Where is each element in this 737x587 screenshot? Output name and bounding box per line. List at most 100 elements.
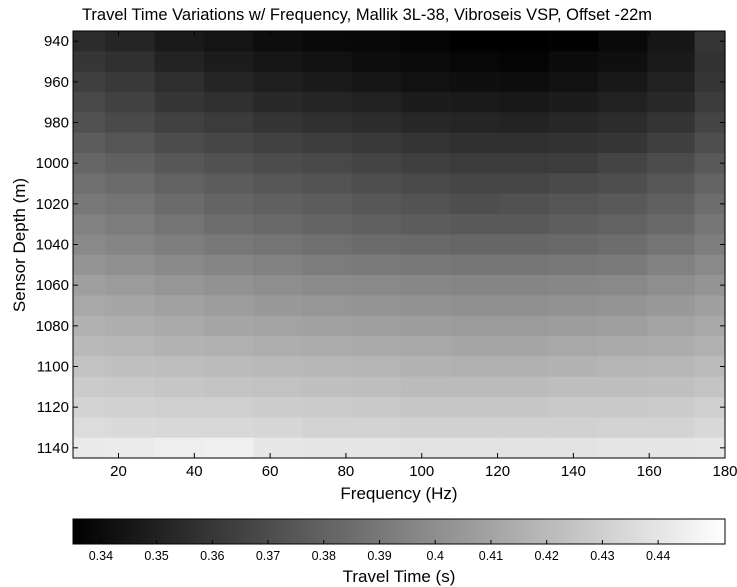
heatmap-cell: [694, 315, 726, 337]
heatmap-cell: [105, 295, 156, 317]
heatmap-cell: [598, 315, 648, 337]
heatmap-cell: [302, 31, 353, 52]
heatmap-cell: [105, 92, 156, 113]
heatmap-cell: [450, 112, 501, 134]
heatmap-cell: [73, 437, 106, 459]
x-tick-label: 80: [338, 463, 355, 480]
heatmap-cell: [73, 132, 106, 154]
heatmap-cell: [154, 254, 205, 276]
heatmap-cell: [302, 193, 353, 215]
heatmap-cell: [598, 397, 648, 418]
heatmap-cell: [400, 397, 451, 418]
heatmap-cell: [302, 173, 353, 195]
y-tick-label: 1120: [37, 399, 69, 416]
heatmap-cell: [694, 153, 726, 174]
heatmap-cell: [499, 336, 550, 357]
heatmap-cell: [253, 193, 303, 215]
heatmap-cell: [694, 214, 726, 235]
heatmap-cell: [253, 51, 303, 73]
heatmap-cell: [548, 295, 599, 317]
heatmap-cell: [154, 71, 205, 93]
heatmap-cell: [73, 417, 106, 439]
heatmap-cell: [203, 132, 254, 154]
heatmap-cell: [499, 71, 550, 93]
heatmap-cell: [598, 132, 648, 154]
heatmap-cell: [351, 275, 402, 296]
heatmap-cell: [499, 254, 550, 276]
heatmap-cell: [450, 31, 501, 52]
heatmap-cell: [694, 132, 726, 154]
heatmap-cell: [598, 437, 648, 459]
heatmap-cell: [351, 92, 402, 113]
heatmap-cell: [73, 193, 106, 215]
heatmap-cell: [105, 376, 156, 398]
heatmap-cell: [203, 214, 254, 235]
heatmap-cell: [694, 31, 726, 52]
heatmap-cell: [450, 234, 501, 256]
heatmap-cell: [154, 234, 205, 256]
heatmap-cell: [598, 295, 648, 317]
heatmap-cell: [253, 295, 303, 317]
heatmap-cell: [499, 112, 550, 134]
heatmap-cell: [351, 132, 402, 154]
heatmap-cells: [73, 31, 726, 459]
heatmap-cell: [450, 173, 501, 195]
heatmap-cell: [548, 71, 599, 93]
heatmap-cell: [302, 376, 353, 398]
heatmap-cell: [450, 275, 501, 296]
heatmap-cell: [647, 315, 696, 337]
heatmap-cell: [694, 254, 726, 276]
heatmap-cell: [73, 356, 106, 378]
heatmap-cell: [598, 31, 648, 52]
heatmap-cell: [302, 275, 353, 296]
heatmap-cell: [694, 51, 726, 73]
heatmap-cell: [548, 397, 599, 418]
colorbar-tick-label: 0.34: [89, 549, 113, 563]
heatmap-cell: [647, 376, 696, 398]
heatmap-cell: [647, 275, 696, 296]
heatmap-cell: [598, 376, 648, 398]
heatmap-cell: [400, 112, 451, 134]
x-tick-label: 180: [712, 463, 737, 480]
heatmap-cell: [548, 214, 599, 235]
heatmap-cell: [203, 112, 254, 134]
heatmap-cell: [450, 417, 501, 439]
heatmap-cell: [351, 254, 402, 276]
heatmap-cell: [253, 92, 303, 113]
heatmap-cell: [400, 214, 451, 235]
heatmap-cell: [400, 376, 451, 398]
heatmap-cell: [598, 92, 648, 113]
heatmap-cell: [73, 173, 106, 195]
heatmap-cell: [647, 234, 696, 256]
heatmap-cell: [253, 112, 303, 134]
heatmap-cell: [302, 214, 353, 235]
colorbar-tick-label: 0.39: [367, 549, 391, 563]
heatmap-cell: [105, 417, 156, 439]
heatmap-cell: [302, 132, 353, 154]
heatmap-cell: [203, 336, 254, 357]
heatmap-cell: [302, 295, 353, 317]
heatmap-cell: [400, 437, 451, 459]
heatmap-cell: [203, 356, 254, 378]
chart-title: Travel Time Variations w/ Frequency, Mal…: [82, 6, 652, 24]
heatmap-cell: [450, 153, 501, 174]
heatmap-cell: [400, 31, 451, 52]
heatmap-cell: [105, 254, 156, 276]
heatmap-cell: [73, 112, 106, 134]
heatmap-cell: [253, 234, 303, 256]
heatmap-cell: [203, 153, 254, 174]
heatmap-cell: [253, 173, 303, 195]
x-tick-label: 120: [485, 463, 510, 480]
heatmap-cell: [253, 417, 303, 439]
heatmap-cell: [694, 437, 726, 459]
heatmap-cell: [105, 315, 156, 337]
heatmap-cell: [105, 71, 156, 93]
heatmap-cell: [253, 254, 303, 276]
heatmap-cell: [154, 31, 205, 52]
heatmap-cell: [105, 193, 156, 215]
heatmap-cell: [73, 153, 106, 174]
heatmap-cell: [499, 92, 550, 113]
heatmap-cell: [73, 31, 106, 52]
colorbar-label: Travel Time (s): [343, 567, 456, 586]
heatmap-cell: [302, 112, 353, 134]
